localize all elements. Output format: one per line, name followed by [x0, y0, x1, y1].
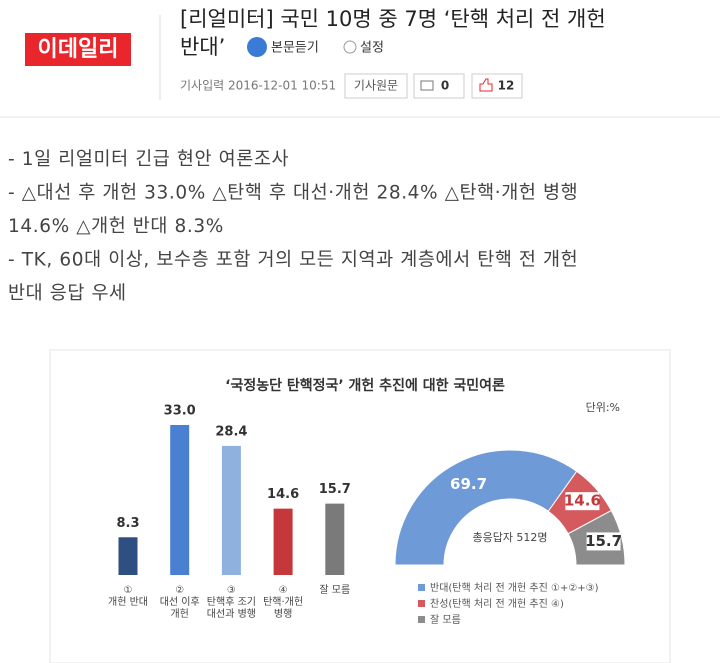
legend-label: 잘 모름 [430, 614, 461, 626]
logo[interactable]: 이데일리 [38, 37, 119, 62]
category-label: ① 개헌 반대 [108, 585, 148, 608]
center-label: 총응답자 512명 [472, 531, 547, 544]
bar [325, 503, 345, 575]
donut-value-label: 69.7 [450, 475, 487, 493]
unit-label: 단위:% [586, 401, 620, 414]
label-bg [586, 532, 621, 551]
headline: 반대’ [180, 35, 225, 59]
like-icon [479, 78, 493, 92]
legend-label: 찬성(탄핵 처리 전 개헌 추진 ④) [430, 598, 564, 610]
donut-value-label: 15.7 [585, 532, 622, 550]
comment-button[interactable] [413, 73, 465, 99]
body-line: - △대선 후 개헌 33.0% △탄핵 후 대선·개헌 28.4% △탄핵·개… [8, 183, 578, 204]
bar-value-label: 8.3 [116, 516, 139, 531]
category-label: ② 대선 이후 개헌 [159, 585, 200, 620]
body-line: 14.6% △개헌 반대 8.3% [8, 216, 224, 237]
figure-title: ‘국정농단 탄핵정국’ 개헌 추진에 대한 국민여론 [225, 377, 505, 394]
body-line: 반대 응답 우세 [8, 283, 127, 304]
published-date: 기사입력 2016-12-01 10:51 [180, 79, 336, 93]
listen-button[interactable]: 본문듣기 [271, 41, 319, 56]
like-count[interactable]: 12 [498, 79, 515, 93]
donut-segment [394, 449, 578, 566]
original-button[interactable] [344, 73, 408, 99]
bar-value-label: 28.4 [215, 424, 247, 439]
settings-button[interactable]: 설정 [360, 41, 384, 56]
category-label: ④ 탄핵·개헌 병행 [263, 585, 304, 620]
legend-swatch [418, 584, 425, 591]
settings-icon[interactable] [343, 40, 357, 54]
category-label: 잘 모름 [319, 585, 351, 596]
legend-swatch [418, 616, 425, 623]
listen-icon[interactable] [247, 37, 267, 57]
logo-box[interactable] [25, 33, 131, 66]
original-label[interactable]: 기사원문 [354, 79, 398, 93]
body-line: - 1일 리얼미터 긴급 현안 여론조사 [8, 149, 289, 170]
legend-swatch [418, 600, 425, 607]
bar [118, 537, 138, 575]
category-label: ③ 탄핵후 조기 대선과 병행 [206, 585, 256, 620]
headline: [리얼미터] 국민 10명 중 7명 ‘탄핵 처리 전 개헌 [180, 7, 606, 31]
donut-value-label: 14.6 [564, 492, 601, 510]
bar [221, 445, 241, 575]
bar [273, 508, 293, 575]
bar-value-label: 14.6 [267, 487, 299, 502]
body-line: - TK, 60대 이상, 보수층 포함 거의 모든 지역과 계층에서 탄핵 전… [8, 250, 578, 271]
bar-value-label: 15.7 [319, 482, 351, 497]
comment-icon [420, 80, 434, 91]
legend-label: 반대(탄핵 처리 전 개헌 추진 ①+②+③) [430, 582, 599, 594]
bar [170, 425, 190, 575]
bar-value-label: 33.0 [164, 404, 196, 419]
label-bg [565, 492, 600, 511]
comment-count[interactable]: 0 [441, 79, 449, 93]
